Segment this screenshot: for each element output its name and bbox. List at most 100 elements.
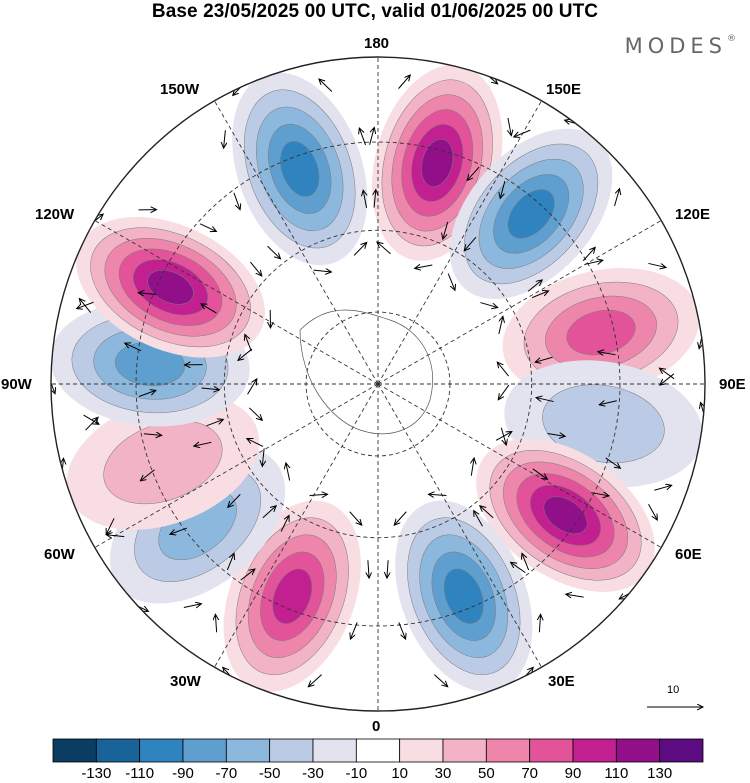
wind-vector-65 bbox=[226, 553, 234, 571]
colorbar-tick-label: 30 bbox=[434, 765, 452, 782]
wind-vector-21 bbox=[648, 262, 666, 267]
wind-vector-70 bbox=[240, 569, 255, 581]
wind-vector-6 bbox=[464, 236, 477, 251]
wind-vector-45 bbox=[511, 562, 526, 574]
wind-vector-7 bbox=[415, 265, 433, 268]
wind-vector-40 bbox=[605, 457, 621, 468]
wind-vector-58 bbox=[428, 494, 447, 495]
colorbar-segment-4 bbox=[225, 738, 271, 763]
wind-vector-106 bbox=[250, 261, 261, 276]
wind-vector-4 bbox=[508, 117, 511, 136]
wind-vector-64 bbox=[215, 614, 216, 633]
wind-vector-0 bbox=[369, 127, 375, 145]
lon-label-30w: 30W bbox=[170, 673, 201, 690]
wind-vector-98 bbox=[247, 379, 257, 395]
wind-vector-11 bbox=[514, 129, 531, 137]
colorbar-segment-8 bbox=[399, 738, 444, 763]
wind-vector-68 bbox=[349, 511, 362, 525]
vector-scale-label: 10 bbox=[667, 684, 680, 696]
colorbar-segment-13 bbox=[615, 738, 661, 763]
wind-vector-47 bbox=[471, 458, 474, 476]
wind-vector-25 bbox=[599, 401, 617, 405]
wind-vector-24 bbox=[660, 373, 675, 385]
colorbar-segment-9 bbox=[442, 738, 487, 763]
wind-vector-15 bbox=[582, 247, 595, 262]
wind-vector-55 bbox=[398, 622, 406, 639]
wind-vector-27 bbox=[497, 362, 509, 377]
map-title: Base 23/05/2025 00 UTC, valid 01/06/2025… bbox=[151, 1, 599, 22]
colorbar-segment-2 bbox=[139, 738, 184, 763]
wind-vector-48 bbox=[495, 432, 512, 441]
wind-vector-86 bbox=[201, 388, 220, 390]
lon-label-60e: 60E bbox=[675, 546, 702, 563]
wind-vector-76 bbox=[194, 442, 212, 446]
anomaly-high-8 bbox=[66, 394, 260, 530]
wind-vector-75 bbox=[140, 469, 155, 481]
wind-vector-54 bbox=[434, 674, 447, 687]
colorbar-tick-label: 90 bbox=[564, 765, 582, 782]
wind-vector-50 bbox=[522, 553, 530, 571]
colorbar-segment-7 bbox=[355, 738, 401, 763]
anomaly-low-5 bbox=[395, 500, 533, 692]
lon-label-90e: 90E bbox=[719, 376, 746, 393]
wind-vector-71 bbox=[183, 604, 202, 608]
wind-vector-29 bbox=[527, 280, 542, 292]
wind-vector-18 bbox=[447, 273, 455, 291]
wind-vector-85 bbox=[138, 390, 156, 397]
wind-vector-1 bbox=[398, 75, 411, 89]
wind-vector-14 bbox=[614, 189, 620, 207]
lon-label-30e: 30E bbox=[548, 673, 575, 690]
wind-vector-31 bbox=[659, 368, 675, 380]
wind-vectors bbox=[51, 57, 705, 698]
wind-vector-16 bbox=[531, 291, 549, 299]
wind-vector-118 bbox=[313, 270, 332, 272]
wind-vector-57 bbox=[394, 511, 407, 525]
colorbar-tick-label: 110 bbox=[604, 765, 629, 782]
wind-vector-91 bbox=[83, 414, 99, 424]
wind-vector-26 bbox=[536, 398, 554, 403]
lon-label-180: 180 bbox=[364, 35, 390, 52]
anomaly-low-11 bbox=[232, 72, 368, 266]
wind-vector-119 bbox=[267, 245, 281, 259]
colorbar-segment-10 bbox=[485, 738, 531, 763]
colorbar-tick-label: -30 bbox=[302, 765, 324, 782]
wind-vector-8 bbox=[377, 242, 391, 255]
colorbar-segment-3 bbox=[182, 738, 227, 763]
colorbar-tick-label: -130 bbox=[81, 765, 112, 782]
lon-label-60w: 60W bbox=[44, 546, 75, 563]
wind-vector-39 bbox=[535, 356, 553, 362]
colorbar-tick-label: 70 bbox=[521, 765, 538, 782]
colorbar-tick-label: 50 bbox=[477, 765, 495, 782]
wind-vector-51 bbox=[539, 614, 540, 633]
graticule bbox=[51, 57, 705, 711]
wind-vector-10 bbox=[467, 166, 480, 180]
wind-vector-69 bbox=[368, 560, 369, 578]
coastlines bbox=[299, 309, 433, 434]
wind-vector-101 bbox=[79, 299, 92, 313]
wind-vector-28 bbox=[498, 316, 503, 335]
wind-vector-44 bbox=[566, 594, 584, 597]
wind-vector-100 bbox=[125, 343, 142, 352]
wind-vector-92 bbox=[51, 376, 55, 394]
wind-vector-59 bbox=[480, 506, 494, 519]
lon-label-90w: 90W bbox=[1, 376, 32, 393]
wind-vector-35 bbox=[591, 493, 609, 496]
wind-vector-30 bbox=[598, 352, 616, 355]
wind-vector-38 bbox=[498, 384, 510, 400]
wind-vector-116 bbox=[374, 190, 376, 208]
wind-vector-81 bbox=[106, 535, 125, 537]
lon-label-150w: 150W bbox=[160, 81, 200, 98]
anomaly-high-10 bbox=[76, 216, 265, 358]
colorbar-segment-11 bbox=[529, 738, 574, 763]
wind-vector-108 bbox=[238, 348, 253, 360]
wind-vector-61 bbox=[308, 674, 322, 687]
colorbar-tick-label: 10 bbox=[391, 765, 408, 782]
wind-vector-87 bbox=[248, 407, 262, 421]
wind-vector-17 bbox=[480, 302, 497, 308]
wind-vector-60 bbox=[350, 622, 358, 639]
wind-vector-88 bbox=[262, 448, 264, 466]
lon-label-120w: 120W bbox=[35, 206, 75, 223]
wind-vector-46 bbox=[474, 511, 483, 527]
colorbar-tick-label: -90 bbox=[172, 765, 194, 782]
wind-vector-66 bbox=[262, 506, 276, 519]
